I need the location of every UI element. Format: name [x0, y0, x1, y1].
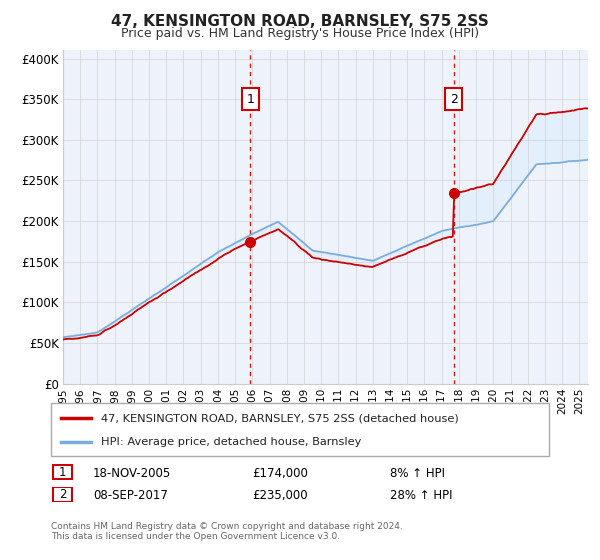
FancyBboxPatch shape: [53, 465, 71, 479]
Text: 1: 1: [247, 92, 254, 106]
Text: 28% ↑ HPI: 28% ↑ HPI: [390, 489, 452, 502]
Text: Contains HM Land Registry data © Crown copyright and database right 2024.: Contains HM Land Registry data © Crown c…: [51, 522, 403, 531]
FancyBboxPatch shape: [53, 487, 71, 502]
Text: £235,000: £235,000: [252, 489, 308, 502]
Text: 2: 2: [59, 488, 66, 501]
Text: HPI: Average price, detached house, Barnsley: HPI: Average price, detached house, Barn…: [101, 436, 361, 446]
Text: 08-SEP-2017: 08-SEP-2017: [93, 489, 168, 502]
Text: This data is licensed under the Open Government Licence v3.0.: This data is licensed under the Open Gov…: [51, 532, 340, 541]
Text: 18-NOV-2005: 18-NOV-2005: [93, 466, 171, 480]
Text: £174,000: £174,000: [252, 466, 308, 480]
Text: 1: 1: [59, 465, 66, 479]
Text: 47, KENSINGTON ROAD, BARNSLEY, S75 2SS: 47, KENSINGTON ROAD, BARNSLEY, S75 2SS: [111, 14, 489, 29]
Text: 2: 2: [449, 92, 458, 106]
Text: 8% ↑ HPI: 8% ↑ HPI: [390, 466, 445, 480]
Text: 47, KENSINGTON ROAD, BARNSLEY, S75 2SS (detached house): 47, KENSINGTON ROAD, BARNSLEY, S75 2SS (…: [101, 413, 458, 423]
Text: Price paid vs. HM Land Registry's House Price Index (HPI): Price paid vs. HM Land Registry's House …: [121, 27, 479, 40]
FancyBboxPatch shape: [51, 403, 549, 456]
